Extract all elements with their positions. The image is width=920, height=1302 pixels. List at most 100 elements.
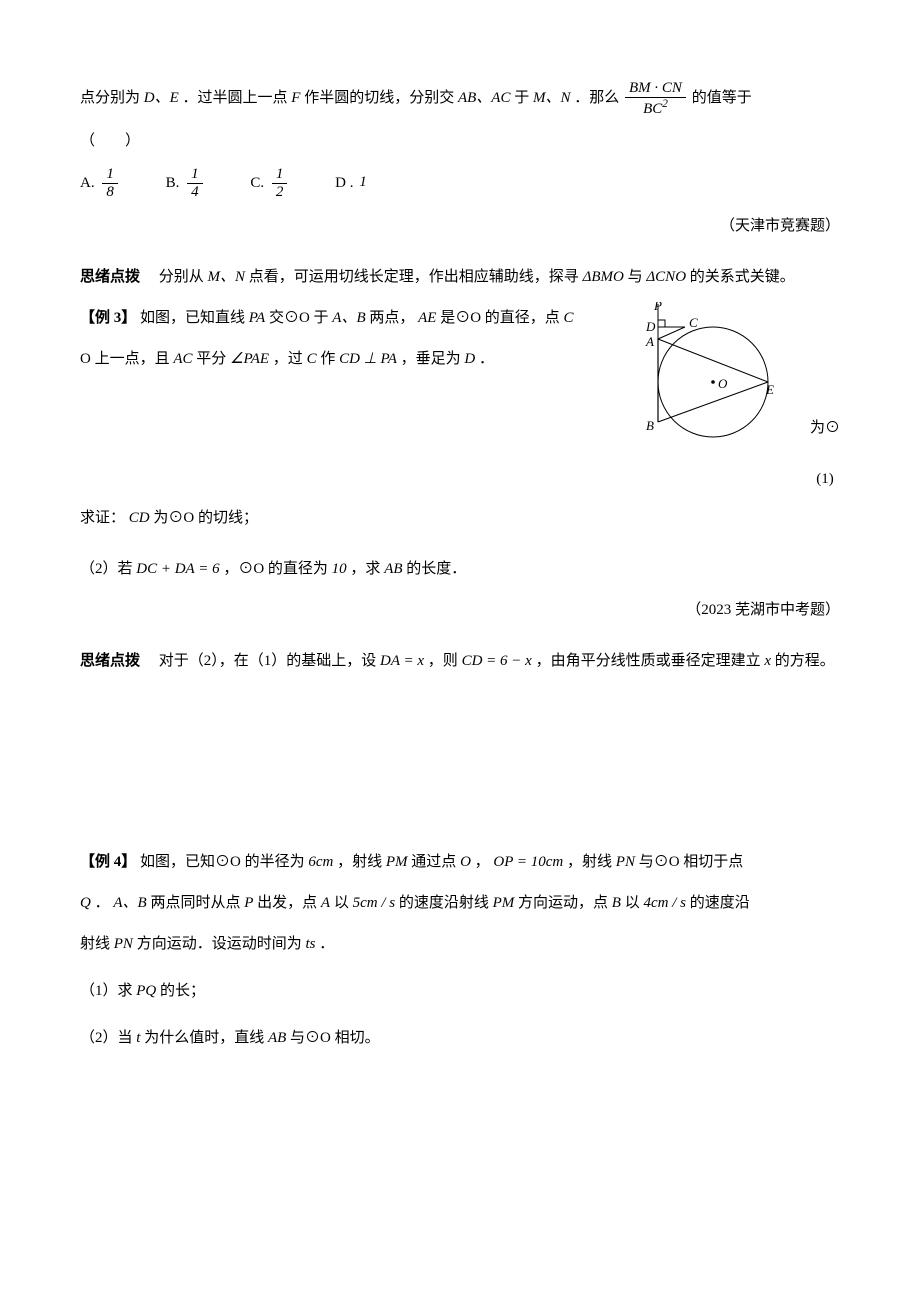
txt: 的速度沿 xyxy=(690,895,750,911)
var-cd: CD xyxy=(129,510,150,526)
txt: 以 xyxy=(334,895,349,911)
den: 8 xyxy=(102,184,118,201)
options-row: A. 1 8 B. 1 4 C. 1 2 D . 1 xyxy=(80,166,840,200)
var-o: O xyxy=(460,854,471,870)
txt: 是⊙O 的直径，点 xyxy=(440,310,560,326)
opt-label: B. xyxy=(166,167,180,200)
var-d: D xyxy=(464,351,475,367)
option-c[interactable]: C. 1 2 xyxy=(250,166,289,200)
hint-label: 思绪点拨 xyxy=(80,269,140,285)
var-pn2: PN xyxy=(114,936,133,952)
txt: 射线 xyxy=(80,936,110,952)
txt: 的值等于 xyxy=(692,90,752,106)
var-op: OP = 10cm xyxy=(493,854,563,870)
txt: ，垂足为 xyxy=(401,351,461,367)
ex4-title: 【例 4】 xyxy=(80,854,136,870)
example3-hint: 思绪点拨 对于（2），在（1）的基础上，设 DA = x ，则 CD = 6 −… xyxy=(80,645,840,678)
ex3-title: 【例 3】 xyxy=(80,310,136,326)
txt: 为⊙O 的切线； xyxy=(153,510,258,526)
example4-line1: 【例 4】 如图，已知⊙O 的半径为 6cm ，射线 PM 通过点 O ， OP… xyxy=(80,846,840,879)
var-6cm: 6cm xyxy=(308,854,333,870)
txt: 交⊙O 于 xyxy=(269,310,329,326)
svg-text:E: E xyxy=(765,382,774,397)
var-cd2: CD = 6 − x xyxy=(462,653,532,669)
var-ae: AE xyxy=(418,310,436,326)
var-pq: PQ xyxy=(136,983,156,999)
var-ac: AC xyxy=(173,351,192,367)
txt: 点分别为 xyxy=(80,90,140,106)
txt: 的长度． xyxy=(406,561,466,577)
svg-text:B: B xyxy=(646,418,654,433)
txt: ． xyxy=(95,895,110,911)
txt: ．那么 xyxy=(574,90,619,106)
blank-paren: （ ） xyxy=(80,133,140,149)
txt: O 上一点，且 xyxy=(80,351,170,367)
side-text-2: (1) xyxy=(810,463,840,496)
example3-part2: （2）若 DC + DA = 6 ，⊙O 的直径为 10 ，求 AB 的长度． xyxy=(80,553,840,586)
var-cno: ΔCNO xyxy=(646,269,686,285)
txt: 的速度沿射线 xyxy=(399,895,489,911)
txt: 通过点 xyxy=(411,854,456,870)
var-abac: AB、AC xyxy=(458,90,511,106)
option-b[interactable]: B. 1 4 xyxy=(166,166,205,200)
svg-text:D: D xyxy=(645,319,656,334)
var-4cms: 4cm / s xyxy=(643,895,686,911)
var-pm2: PM xyxy=(493,895,515,911)
example3-source: （2023 芜湖市中考题） xyxy=(80,594,840,627)
txt: ，射线 xyxy=(567,854,612,870)
var-ab: A、B xyxy=(332,310,365,326)
txt: 作 xyxy=(320,351,335,367)
frac-b: 1 4 xyxy=(187,166,203,200)
txt: 为什么值时，直线 xyxy=(144,1030,264,1046)
val-d: 1 xyxy=(359,174,367,190)
txt: 以 xyxy=(625,895,640,911)
hint-label: 思绪点拨 xyxy=(80,653,140,669)
den: 2 xyxy=(272,184,288,201)
opt-label: D . xyxy=(335,167,353,200)
var-10: 10 xyxy=(332,561,347,577)
num: 1 xyxy=(187,166,203,184)
var-mn: M、N xyxy=(533,90,571,106)
var-b: B xyxy=(612,895,621,911)
blank-space xyxy=(80,686,840,846)
txt: 对于（2），在（1）的基础上，设 xyxy=(144,653,377,669)
prev-source: （天津市竞赛题） xyxy=(80,210,840,243)
txt: ． xyxy=(479,351,494,367)
txt: 出发，点 xyxy=(257,895,317,911)
txt: ，⊙O 的直径为 xyxy=(223,561,328,577)
txt: 平分 xyxy=(196,351,226,367)
txt: 与⊙O 相切。 xyxy=(290,1030,380,1046)
var-angle: ∠PAE xyxy=(230,351,269,367)
var-cdpa: CD ⊥ PA xyxy=(339,351,397,367)
var-de: D、E xyxy=(144,90,179,106)
option-d[interactable]: D . 1 xyxy=(335,166,367,199)
txt: ．过半圆上一点 xyxy=(183,90,288,106)
var-pa: PA xyxy=(249,310,265,326)
txt: 两点同时从点 xyxy=(150,895,240,911)
txt: （2）若 xyxy=(80,561,133,577)
txt: 方向运动，点 xyxy=(518,895,608,911)
txt: （2）当 xyxy=(80,1030,133,1046)
var-pm: PM xyxy=(386,854,408,870)
txt: 与⊙O 相切于点 xyxy=(639,854,744,870)
svg-text:A: A xyxy=(645,334,654,349)
txt: ，则 xyxy=(428,653,458,669)
numerator: BM · CN xyxy=(625,80,686,98)
example3-prove: 求证： CD 为⊙O 的切线； xyxy=(80,502,840,535)
txt: 两点， xyxy=(369,310,414,326)
prev-hint: 思绪点拨 分别从 M、N 点看，可运用切线长定理，作出相应辅助线，探寻 ΔBMO… xyxy=(80,261,840,294)
txt: 求证： xyxy=(80,510,125,526)
svg-text:C: C xyxy=(689,315,698,330)
option-a[interactable]: A. 1 8 xyxy=(80,166,120,200)
txt: ，求 xyxy=(350,561,380,577)
frac-a: 1 8 xyxy=(102,166,118,200)
var-p: P xyxy=(244,895,253,911)
txt: 如图，已知直线 xyxy=(140,310,245,326)
var-pn: PN xyxy=(616,854,635,870)
txt: 的关系式关键。 xyxy=(690,269,795,285)
txt: （1）求 xyxy=(80,983,133,999)
prev-question-line1: 点分别为 D、E ．过半圆上一点 F 作半圆的切线，分别交 AB、AC 于 M、… xyxy=(80,80,840,117)
prev-question-paren: （ ） xyxy=(80,125,840,158)
opt-label: C. xyxy=(250,167,264,200)
txt: 的方程。 xyxy=(775,653,835,669)
